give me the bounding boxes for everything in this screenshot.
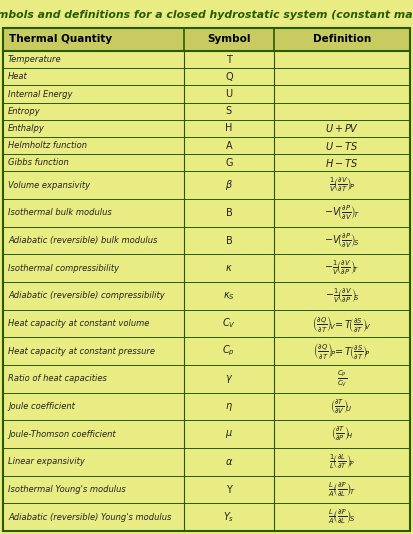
Bar <box>3 28 410 51</box>
Text: Adiabatic (reversible) compressibility: Adiabatic (reversible) compressibility <box>8 292 165 301</box>
Text: $\gamma$: $\gamma$ <box>225 373 233 385</box>
Text: $U - TS$: $U - TS$ <box>325 140 358 152</box>
Text: $\left(\frac{\partial Q}{\partial T}\right)_{\!\!V}\!=T\!\left(\frac{\partial S}: $\left(\frac{\partial Q}{\partial T}\rig… <box>312 313 372 334</box>
Text: Heat: Heat <box>8 72 28 81</box>
Text: Q: Q <box>225 72 233 82</box>
Text: $-\frac{1}{V}\!\left(\frac{\partial V}{\partial P}\right)_{\!\!S}$: $-\frac{1}{V}\!\left(\frac{\partial V}{\… <box>325 287 359 305</box>
Text: Isothermal bulk modulus: Isothermal bulk modulus <box>8 208 112 217</box>
Text: $\alpha$: $\alpha$ <box>225 457 233 467</box>
Text: Thermal Quantity: Thermal Quantity <box>9 35 112 44</box>
Text: Volume expansivity: Volume expansivity <box>8 181 90 190</box>
Text: $\left(\frac{\partial Q}{\partial T}\right)_{\!\!P}\!=T\!\left(\frac{\partial S}: $\left(\frac{\partial Q}{\partial T}\rig… <box>313 341 371 361</box>
Text: $Y_s$: $Y_s$ <box>223 511 235 524</box>
Text: Symbols and definitions for a closed hydrostatic system (constant mass): Symbols and definitions for a closed hyd… <box>0 10 413 20</box>
Text: $\beta$: $\beta$ <box>225 178 233 192</box>
Text: Enthalpy: Enthalpy <box>8 124 45 133</box>
Text: Isothermal Young's modulus: Isothermal Young's modulus <box>8 485 126 494</box>
Text: Adiabatic (reversible) bulk modulus: Adiabatic (reversible) bulk modulus <box>8 236 157 245</box>
Text: $\kappa_S$: $\kappa_S$ <box>223 290 235 302</box>
Text: B: B <box>225 235 232 246</box>
Text: Joule-Thomson coefficient: Joule-Thomson coefficient <box>8 430 116 439</box>
Text: $-\frac{1}{V}\!\left(\frac{\partial V}{\partial P}\right)_{\!\!T}$: $-\frac{1}{V}\!\left(\frac{\partial V}{\… <box>324 259 359 277</box>
Text: Heat capacity at constant pressure: Heat capacity at constant pressure <box>8 347 155 356</box>
Text: $\frac{C_P}{C_V}$: $\frac{C_P}{C_V}$ <box>337 368 347 389</box>
Text: $U + PV$: $U + PV$ <box>325 122 359 135</box>
Text: Definition: Definition <box>313 35 371 44</box>
Text: $C_V$: $C_V$ <box>222 317 236 331</box>
Text: Y: Y <box>226 484 232 494</box>
Text: $\kappa$: $\kappa$ <box>225 263 233 273</box>
Text: $\eta$: $\eta$ <box>225 400 233 413</box>
Text: Helmholtz function: Helmholtz function <box>8 141 87 150</box>
Text: $\frac{L}{A}\!\left(\frac{\partial \mathcal{F}}{\partial L}\right)_{\!\!T}$: $\frac{L}{A}\!\left(\frac{\partial \math… <box>328 481 356 499</box>
Text: H: H <box>225 123 233 134</box>
Text: $-V\!\left(\frac{\partial P}{\partial V}\right)_{\!\!S}$: $-V\!\left(\frac{\partial P}{\partial V}… <box>324 232 359 250</box>
Text: Symbol: Symbol <box>207 35 251 44</box>
Text: T: T <box>226 54 232 65</box>
Text: $\frac{1}{L}\!\left(\frac{\partial L}{\partial T}\right)_{\!\!\mathcal{F}}$: $\frac{1}{L}\!\left(\frac{\partial L}{\p… <box>329 453 355 471</box>
Text: $\frac{L}{A}\!\left(\frac{\partial \mathcal{F}}{\partial L}\right)_{\!\!S}$: $\frac{L}{A}\!\left(\frac{\partial \math… <box>328 508 356 527</box>
Text: S: S <box>226 106 232 116</box>
Text: $\frac{1}{V}\!\left(\frac{\partial V}{\partial T}\right)_{\!\!P}$: $\frac{1}{V}\!\left(\frac{\partial V}{\p… <box>329 176 355 194</box>
Text: Heat capacity at constant volume: Heat capacity at constant volume <box>8 319 150 328</box>
Text: Temperature: Temperature <box>8 55 62 64</box>
Text: $H - TS$: $H - TS$ <box>325 157 358 169</box>
Text: Ratio of heat capacities: Ratio of heat capacities <box>8 374 107 383</box>
Text: $-V\!\left(\frac{\partial P}{\partial V}\right)_{\!\!T}$: $-V\!\left(\frac{\partial P}{\partial V}… <box>324 204 360 222</box>
Text: Internal Energy: Internal Energy <box>8 90 73 98</box>
Text: Isothermal compressibility: Isothermal compressibility <box>8 264 119 273</box>
Text: G: G <box>225 158 233 168</box>
Text: $\left(\frac{\partial T}{\partial P}\right)_{\!\!H}$: $\left(\frac{\partial T}{\partial P}\rig… <box>331 425 353 443</box>
Text: $\mu$: $\mu$ <box>225 428 233 440</box>
Text: Entropy: Entropy <box>8 107 41 116</box>
Text: B: B <box>225 208 232 218</box>
Text: $\left(\frac{\partial T}{\partial V}\right)_{\!\!U}$: $\left(\frac{\partial T}{\partial V}\rig… <box>330 397 353 415</box>
Text: A: A <box>225 140 232 151</box>
Text: $C_p$: $C_p$ <box>223 344 235 358</box>
Text: Joule coefficient: Joule coefficient <box>8 402 75 411</box>
Text: Adiabatic (reversible) Young's modulus: Adiabatic (reversible) Young's modulus <box>8 513 171 522</box>
Text: Gibbs function: Gibbs function <box>8 159 69 167</box>
Text: U: U <box>225 89 233 99</box>
Text: Linear expansivity: Linear expansivity <box>8 457 85 466</box>
